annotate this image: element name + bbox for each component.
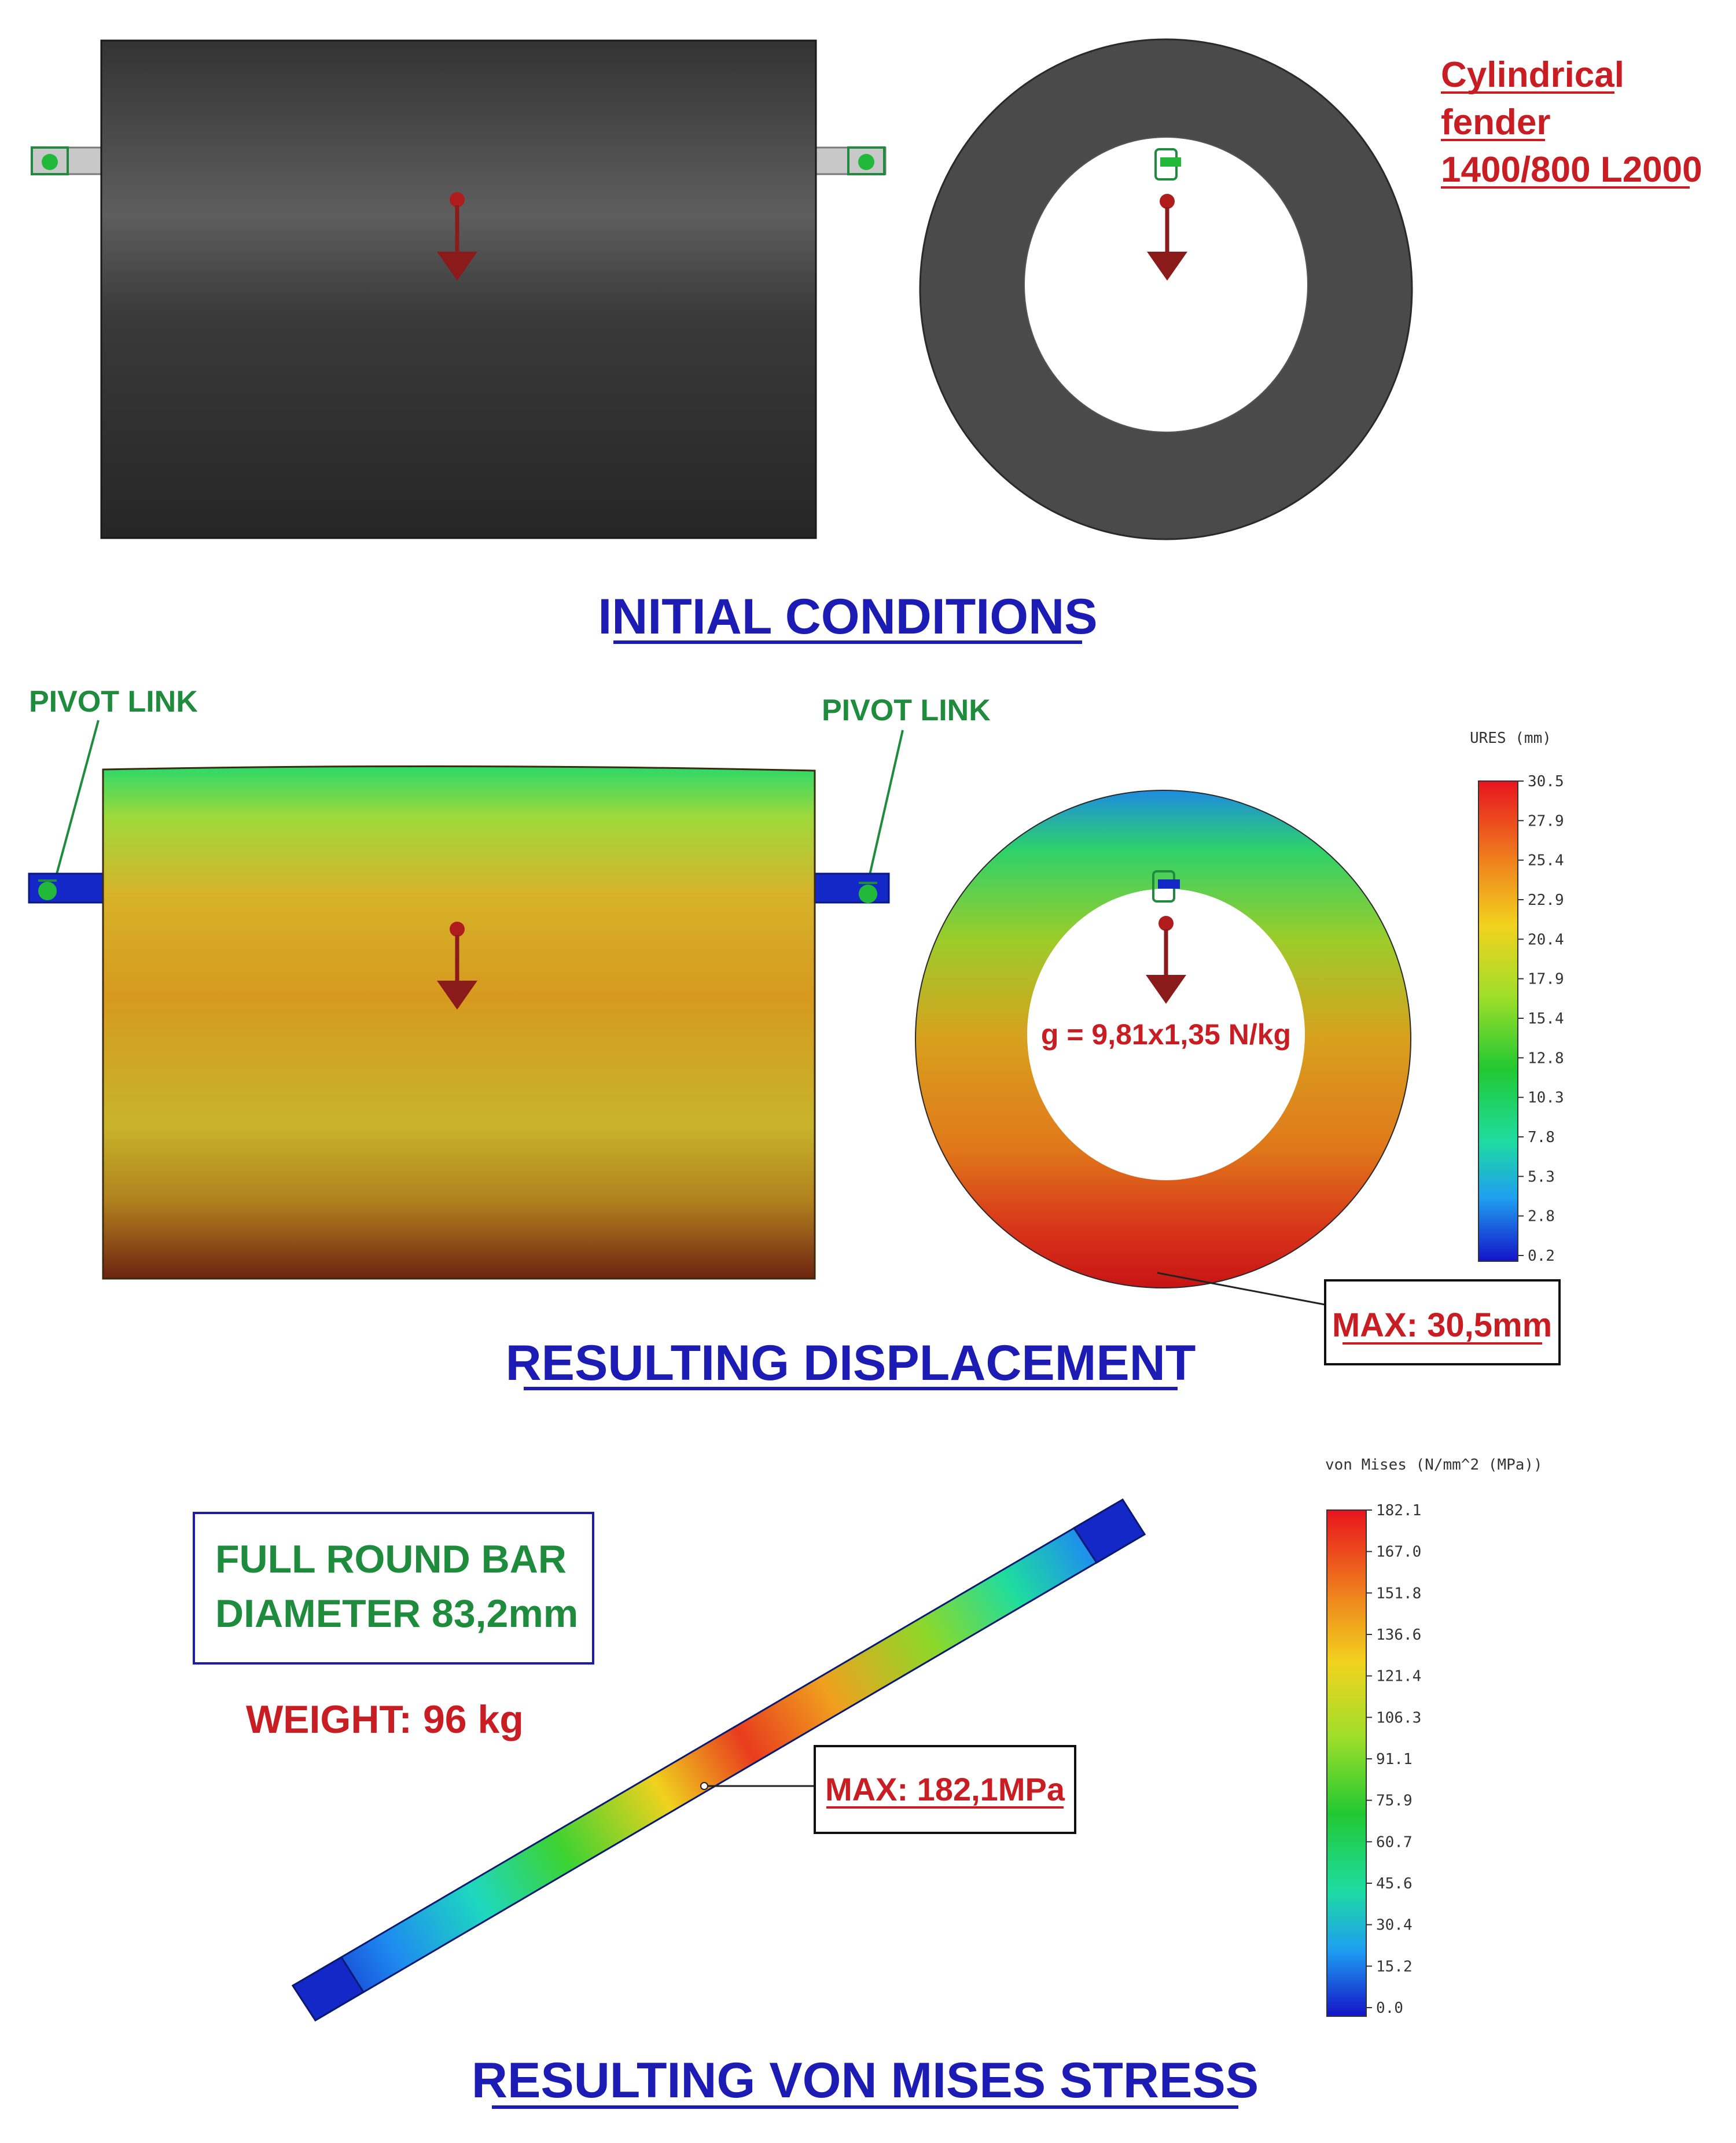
stress-legend-tick-label: 60.7	[1376, 1833, 1413, 1851]
fender-label-line-3: 1400/800 L2000	[1441, 150, 1702, 190]
displacement-end-view: g = 9,81x1,35 N/kg	[915, 790, 1411, 1288]
displacement-legend-tick-label: 0.2	[1528, 1247, 1555, 1265]
displacement-legend-ticks: 30.5 27.9 25.4 22.9 20.4 17.9 15.4 12.8 10.3 7.8 5…	[1518, 773, 1564, 1265]
pivot-link-label-left: PIVOT LINK	[29, 685, 198, 719]
section-title-initial: INITIAL CONDITIONS	[598, 589, 1097, 645]
end-pivot-icon	[1152, 870, 1180, 903]
max-displacement-callout: MAX: 30,5mm	[1324, 1279, 1561, 1365]
right-pivot-icon	[859, 882, 877, 903]
max-stress-callout: MAX: 182,1MPa	[814, 1745, 1076, 1834]
stress-legend-tick-label: 182.1	[1376, 1502, 1421, 1519]
max-stress-label: MAX: 182,1MPa	[825, 1771, 1065, 1807]
max-stress-point	[700, 1782, 708, 1790]
weight-label: WEIGHT: 96 kg	[246, 1698, 524, 1741]
stress-legend-tick-label: 75.9	[1376, 1792, 1413, 1810]
max-displacement-label: MAX: 30,5mm	[1332, 1306, 1552, 1344]
displacement-legend-tick-label: 2.8	[1528, 1208, 1555, 1225]
displacement-legend-tick-label: 25.4	[1528, 852, 1564, 870]
bar-info-line-2: DIAMETER 83,2mm	[215, 1592, 578, 1636]
stress-legend-tick-label: 136.6	[1376, 1626, 1421, 1644]
fender-ring-deformed	[915, 790, 1411, 1288]
stress-legend-title: von Mises (N/mm^2 (MPa))	[1325, 1456, 1543, 1474]
displacement-legend-tick-label: 15.4	[1528, 1010, 1564, 1028]
initial-end-view	[919, 38, 1413, 540]
gravity-arrow-icon	[437, 192, 477, 281]
section-title-stress: RESULTING VON MISES STRESS	[472, 2053, 1259, 2108]
displacement-legend-tick-label: 10.3	[1528, 1089, 1564, 1107]
displacement-legend-tick-label: 17.9	[1528, 971, 1564, 988]
section-title-displacement: RESULTING DISPLACEMENT	[506, 1335, 1196, 1391]
stress-legend-tick-label: 121.4	[1376, 1668, 1421, 1685]
displacement-legend: URES (mm) 30.5 27.9 25.4 22.9 20.4 17.9 15.4 12…	[1470, 730, 1564, 1265]
bar-info-box: FULL ROUND BAR DIAMETER 83,2mm	[193, 1512, 594, 1665]
stress-legend-tick-label: 151.8	[1376, 1585, 1421, 1602]
stress-legend-tick-label: 0.0	[1376, 2000, 1403, 2017]
stress-legend-tick-label: 167.0	[1376, 1544, 1421, 1561]
displacement-color-scale	[1478, 780, 1518, 1262]
end-pivot-icon	[1154, 148, 1181, 181]
pivot-link-label-right: PIVOT LINK	[822, 694, 991, 727]
displacement-legend-tick-label: 22.9	[1528, 892, 1564, 909]
displacement-legend-tick-label: 7.8	[1528, 1129, 1555, 1146]
bar-end-left	[291, 1956, 365, 2022]
right-shaft	[815, 146, 887, 175]
bar-info-line-1: FULL ROUND BAR	[215, 1537, 567, 1581]
displacement-legend-tick-label: 20.4	[1528, 931, 1564, 948]
fender-label: Cylindrical fender 1400/800 L2000	[1441, 55, 1702, 190]
stress-legend-ticks: 182.1 167.0 151.8 136.6 121.4 106.3 91.1 75.9 60…	[1366, 1502, 1421, 2017]
displacement-legend-tick-label: 12.8	[1528, 1050, 1564, 1067]
stress-legend-tick-label: 45.6	[1376, 1875, 1413, 1892]
fender-cylinder-side	[100, 39, 817, 539]
left-pivot-icon	[38, 879, 57, 900]
gravity-arrow-icon	[1147, 194, 1187, 281]
stress-legend: von Mises (N/mm^2 (MPa)) 182.1 167.0 151.8…	[1325, 1456, 1543, 2017]
gravity-arrow-icon	[1146, 916, 1186, 1004]
stress-legend-tick-label: 106.3	[1376, 1709, 1421, 1726]
stress-legend-tick-label: 91.1	[1376, 1751, 1413, 1768]
stress-color-scale	[1326, 1509, 1367, 2017]
fender-label-line-1: Cylindrical	[1441, 55, 1624, 95]
fender-cylinder-deformed	[102, 765, 816, 1280]
right-shaft	[814, 872, 890, 904]
displacement-legend-title: URES (mm)	[1470, 730, 1551, 747]
round-bar-stress-view	[291, 1498, 1146, 2022]
fender-label-line-2: fender	[1441, 102, 1550, 142]
left-pivot-icon	[31, 146, 69, 175]
gravity-label: g = 9,81x1,35 N/kg	[1041, 1018, 1291, 1051]
bar-end-right	[1072, 1498, 1146, 1564]
initial-side-view	[31, 39, 887, 539]
stress-legend-tick-label: 30.4	[1376, 1917, 1413, 1934]
right-pivot-icon	[847, 146, 885, 175]
gravity-arrow-icon	[437, 922, 477, 1010]
stress-legend-tick-label: 15.2	[1376, 1958, 1413, 1975]
displacement-side-view	[28, 765, 890, 1280]
displacement-legend-tick-label: 30.5	[1528, 773, 1564, 790]
displacement-legend-tick-label: 27.9	[1528, 812, 1564, 830]
displacement-legend-tick-label: 5.3	[1528, 1168, 1555, 1185]
